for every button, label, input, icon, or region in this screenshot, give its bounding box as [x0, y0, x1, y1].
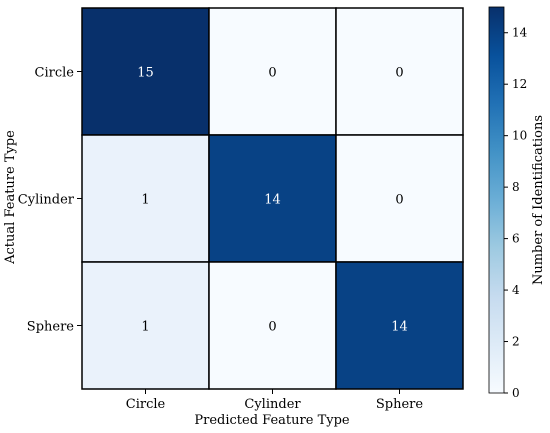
cell-value-label: 0: [268, 320, 276, 335]
cell-value-label: 14: [264, 193, 281, 208]
colorbar-ticks: 0 2 4 6 8 10 12 14: [504, 26, 528, 400]
cell-value-label: 0: [268, 66, 276, 81]
x-axis-label: Predicted Feature Type: [194, 413, 350, 428]
heatmap-cell: [208, 134, 337, 263]
colorbar-label: Number of Identifications: [531, 115, 546, 285]
colorbar-tick-label: 12: [512, 77, 527, 91]
cell-value-label: 0: [395, 193, 403, 208]
heatmap-cell-labels: 15 0 0 1 14 0 1 0 14: [137, 66, 408, 335]
cell-value-label: 15: [137, 66, 154, 81]
cell-value-label: 1: [141, 193, 149, 208]
colorbar-tick-label: 14: [512, 26, 528, 40]
colorbar: [488, 6, 505, 394]
colorbar-tick-label: 6: [512, 232, 520, 246]
heatmap-cell: [335, 134, 464, 263]
x-tick-label: Circle: [126, 397, 166, 412]
colorbar-tick-label: 0: [512, 386, 520, 400]
colorbar-tick-label: 8: [512, 180, 520, 194]
x-tick-label: Cylinder: [244, 397, 301, 412]
y-axis-label: Actual Feature Type: [3, 130, 18, 265]
y-tick-label: Sphere: [27, 320, 75, 335]
heatmap-cell: [208, 7, 337, 136]
y-tick-label: Circle: [35, 66, 75, 81]
heatmap-cell: [81, 134, 210, 263]
heatmap-cell: [335, 7, 464, 136]
colorbar-tick-label: 4: [512, 283, 520, 297]
cell-value-label: 0: [395, 66, 403, 81]
x-axis-ticks: Circle Cylinder Sphere: [126, 389, 424, 412]
heatmap-cell: [81, 7, 210, 136]
heatmap-cells: [81, 7, 464, 390]
y-axis-ticks: Circle Cylinder Sphere: [18, 66, 82, 335]
y-tick-label: Cylinder: [18, 193, 75, 208]
cell-value-label: 1: [141, 320, 149, 335]
x-tick-label: Sphere: [376, 397, 424, 412]
heatmap-cell: [208, 261, 337, 390]
cell-value-label: 14: [391, 320, 408, 335]
colorbar-tick-label: 2: [512, 335, 520, 349]
colorbar-tick-label: 10: [512, 129, 527, 143]
